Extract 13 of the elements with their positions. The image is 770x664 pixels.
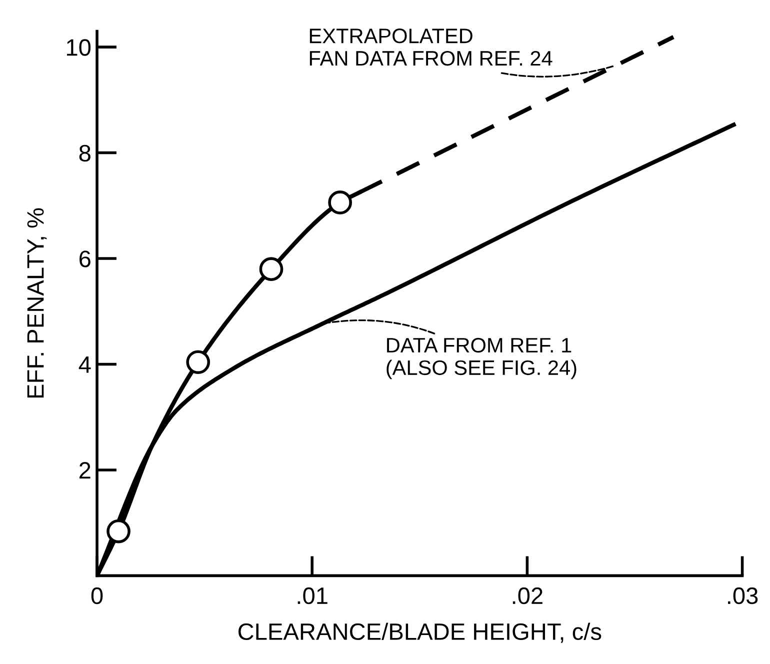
x-tick-label: 0 bbox=[91, 587, 103, 604]
y-tick-label: 6 bbox=[80, 250, 90, 268]
annotation: EXTRAPOLATED FAN DATA FROM REF. 24 bbox=[310, 28, 552, 66]
x-tick-label: .01 bbox=[298, 587, 328, 604]
x-tick-label: .02 bbox=[512, 587, 542, 604]
x-tick-label: .03 bbox=[728, 587, 758, 604]
y-axis-title: EFF. PENALTY, % bbox=[27, 208, 47, 398]
annotation: DATA FROM REF. 1 (ALSO SEE FIG. 24) bbox=[386, 338, 576, 380]
y-tick-label: 2 bbox=[80, 462, 90, 479]
y-tick-label: 10 bbox=[67, 39, 91, 56]
y-tick-label: 8 bbox=[79, 144, 90, 162]
y-tick-label: 4 bbox=[78, 356, 91, 373]
x-axis-title: CLEARANCE/BLADE HEIGHT, c/s bbox=[238, 622, 602, 643]
